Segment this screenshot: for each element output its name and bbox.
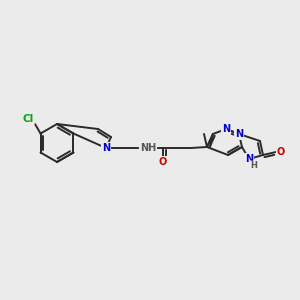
Text: N: N: [235, 129, 243, 139]
Text: NH: NH: [140, 143, 156, 153]
Text: N: N: [102, 143, 110, 153]
Text: N: N: [245, 154, 253, 164]
Text: O: O: [277, 147, 285, 157]
Text: H: H: [250, 161, 257, 170]
Text: N: N: [222, 124, 230, 134]
Text: Cl: Cl: [22, 114, 34, 124]
Text: O: O: [159, 157, 167, 167]
